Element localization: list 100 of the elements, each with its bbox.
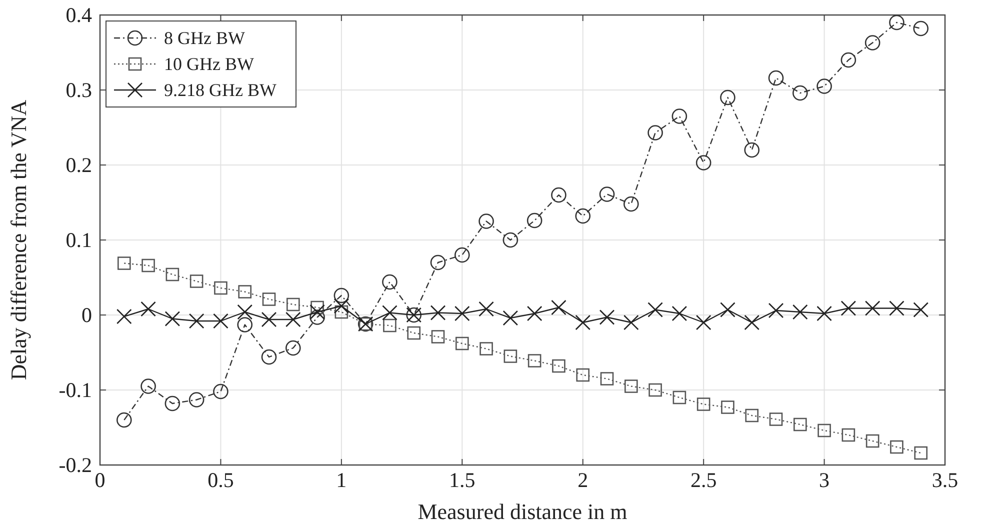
point [864, 300, 880, 316]
point [480, 342, 493, 356]
point [599, 186, 615, 202]
point [840, 52, 856, 68]
point [382, 305, 398, 320]
point [696, 398, 710, 411]
point [623, 314, 639, 330]
point [744, 142, 760, 158]
legend-label: 8 GHz BW [164, 28, 245, 48]
point [310, 304, 325, 320]
point [623, 196, 639, 212]
point [286, 298, 300, 312]
point [213, 384, 228, 400]
point [237, 317, 253, 332]
point [864, 35, 880, 50]
point [648, 125, 663, 140]
point [502, 232, 518, 248]
point [551, 300, 566, 316]
point [237, 304, 253, 320]
point [213, 313, 228, 329]
point [890, 440, 904, 454]
point [721, 400, 734, 414]
point [769, 412, 783, 426]
point [164, 311, 180, 326]
point [140, 301, 156, 317]
point [188, 313, 204, 329]
point [528, 354, 542, 368]
point [842, 428, 856, 442]
point [142, 258, 155, 272]
y-tick-label: 0.2 [66, 153, 92, 177]
point [648, 302, 663, 318]
point [310, 300, 324, 314]
y-axis-title: Delay difference from the VNA [6, 100, 31, 380]
point [382, 274, 398, 290]
point [576, 368, 590, 382]
point [164, 396, 180, 412]
x-tick-label: 3.5 [932, 468, 958, 492]
point [551, 187, 566, 203]
point [696, 314, 712, 330]
point [816, 78, 832, 94]
point [575, 208, 591, 224]
point [913, 20, 929, 36]
point [188, 392, 204, 408]
point [818, 424, 831, 438]
point [793, 418, 807, 432]
x-tick-label: 1 [336, 468, 347, 492]
point [913, 302, 929, 318]
y-tick-label: -0.1 [58, 378, 92, 402]
point [214, 281, 228, 295]
point [720, 90, 736, 106]
x-tick-label: 3 [819, 468, 830, 492]
point [672, 306, 688, 322]
point [526, 306, 542, 322]
point [816, 306, 832, 322]
point [672, 108, 688, 124]
legend-label: 10 GHz BW [164, 54, 254, 74]
point [792, 85, 808, 101]
point [866, 434, 880, 448]
point [431, 330, 445, 344]
point [455, 336, 469, 350]
point [502, 310, 518, 326]
point [285, 340, 301, 356]
point [745, 408, 759, 422]
y-tick-label: -0.2 [58, 453, 92, 477]
point [140, 378, 156, 394]
point [334, 305, 348, 319]
point [624, 380, 638, 393]
x-tick-label: 0.5 [208, 468, 234, 492]
point [116, 308, 132, 324]
point [504, 350, 518, 363]
x-tick-label: 2.5 [690, 468, 717, 492]
y-tick-label: 0.3 [66, 78, 92, 102]
point [792, 304, 808, 320]
point [407, 326, 421, 340]
point [261, 312, 277, 328]
point [600, 372, 614, 386]
point [383, 318, 396, 332]
point [166, 268, 180, 282]
point [116, 412, 132, 428]
point [552, 359, 566, 373]
y-tick-label: 0.4 [66, 3, 92, 27]
point [334, 288, 350, 304]
point [889, 14, 904, 30]
point [914, 446, 928, 460]
x-tick-label: 2 [578, 468, 588, 492]
point [599, 310, 615, 325]
point [478, 214, 494, 229]
point [454, 247, 470, 263]
point [648, 383, 662, 397]
point [478, 301, 494, 317]
point [454, 306, 470, 322]
point [285, 312, 301, 328]
y-tick-label: 0 [82, 303, 92, 327]
legend-label: 9.218 GHz BW [164, 80, 276, 100]
point [575, 314, 591, 330]
point [190, 274, 204, 288]
point [310, 310, 325, 325]
point [430, 254, 446, 270]
point [238, 285, 252, 298]
point [696, 155, 712, 170]
